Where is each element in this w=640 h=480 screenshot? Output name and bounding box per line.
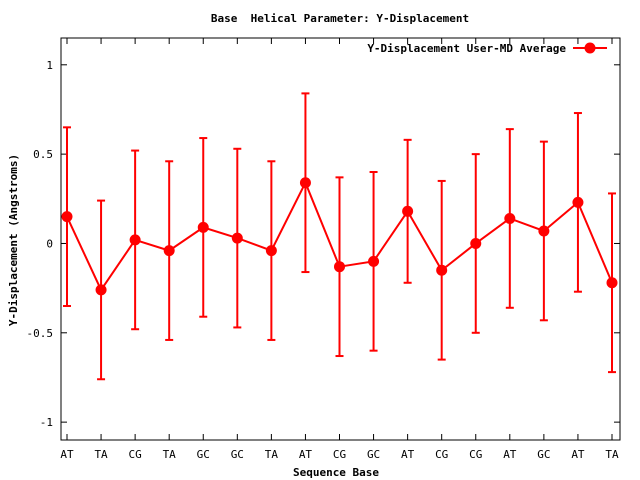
x-axis-label: Sequence Base: [293, 466, 379, 479]
y-tick-label: 1: [46, 59, 53, 72]
plot-area: [60, 37, 621, 441]
data-point: [606, 277, 618, 289]
data-point: [299, 177, 311, 189]
x-tick-label: GC: [231, 448, 244, 461]
data-point: [504, 212, 516, 224]
y-tick-label: -0.5: [27, 327, 54, 340]
y-tick-label: 0: [46, 237, 53, 250]
x-tick-label: GC: [197, 448, 210, 461]
x-axis: AT TA CG TA GC GC TA AT CG GC AT CG CG AT GC AT TA: [60, 38, 619, 461]
x-tick-label: CG: [333, 448, 346, 461]
x-tick-label: GC: [537, 448, 550, 461]
x-tick-label: CG: [469, 448, 482, 461]
x-tick-label: AT: [60, 448, 74, 461]
data-point: [402, 205, 414, 217]
data-point: [265, 245, 277, 257]
data-point: [538, 225, 550, 237]
x-tick-label: CG: [435, 448, 448, 461]
data-point: [572, 196, 584, 208]
chart-title: Base Helical Parameter: Y-Displacement: [211, 12, 469, 25]
y-axis: 1 0.5 0 -0.5 -1: [27, 59, 620, 429]
data-points: [61, 177, 618, 296]
x-tick-label: GC: [367, 448, 380, 461]
data-point: [95, 284, 107, 296]
x-tick-label: AT: [571, 448, 585, 461]
x-tick-label: TA: [605, 448, 619, 461]
x-tick-label: CG: [129, 448, 142, 461]
data-point: [61, 211, 73, 223]
y-axis-label: Y-Displacement (Angstroms): [7, 154, 20, 326]
data-point: [163, 245, 175, 257]
x-tick-label: TA: [265, 448, 279, 461]
x-tick-label: TA: [163, 448, 177, 461]
y-tick-label: -1: [40, 416, 53, 429]
data-point: [231, 232, 243, 244]
data-point: [197, 221, 209, 233]
error-bars: [63, 92, 616, 381]
data-point: [334, 261, 345, 273]
legend-label: Y-Displacement User-MD Average: [367, 42, 566, 55]
x-tick-label: TA: [94, 448, 108, 461]
x-tick-label: AT: [503, 448, 517, 461]
legend-marker: [584, 42, 596, 54]
x-tick-label: AT: [299, 448, 313, 461]
data-point: [470, 237, 482, 249]
y-tick-label: 0.5: [33, 148, 53, 161]
legend: Y-Displacement User-MD Average: [367, 42, 607, 55]
data-point: [368, 255, 380, 267]
x-tick-label: AT: [401, 448, 415, 461]
data-point: [436, 264, 448, 276]
data-point: [129, 234, 141, 246]
